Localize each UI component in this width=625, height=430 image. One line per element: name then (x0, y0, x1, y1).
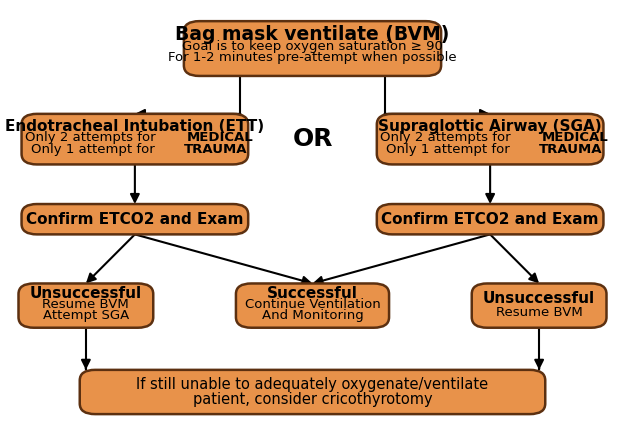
Text: Goal is to keep oxygen saturation ≥ 90: Goal is to keep oxygen saturation ≥ 90 (182, 40, 443, 53)
Text: Unsuccessful: Unsuccessful (483, 291, 595, 306)
Text: If still unable to adequately oxygenate/ventilate: If still unable to adequately oxygenate/… (136, 377, 489, 392)
Text: TRAUMA: TRAUMA (184, 143, 248, 156)
Text: Unsuccessful: Unsuccessful (30, 286, 142, 301)
Text: Supraglottic Airway (SGA): Supraglottic Airway (SGA) (378, 119, 602, 134)
FancyBboxPatch shape (236, 283, 389, 328)
Text: Attempt SGA: Attempt SGA (42, 309, 129, 322)
Text: TRAUMA: TRAUMA (539, 143, 602, 156)
Text: OR: OR (292, 127, 332, 151)
Text: Only 2 attempts for: Only 2 attempts for (25, 132, 160, 144)
FancyBboxPatch shape (21, 114, 248, 164)
Text: Continue Ventilation: Continue Ventilation (244, 298, 381, 311)
Text: MEDICAL: MEDICAL (187, 132, 254, 144)
Text: patient, consider cricothyrotomy: patient, consider cricothyrotomy (192, 392, 432, 407)
Text: Endotracheal Intubation (ETT): Endotracheal Intubation (ETT) (5, 119, 264, 134)
Text: Confirm ETCO2 and Exam: Confirm ETCO2 and Exam (26, 212, 244, 227)
FancyBboxPatch shape (80, 370, 545, 414)
FancyBboxPatch shape (377, 204, 604, 234)
Text: Resume BVM: Resume BVM (42, 298, 129, 311)
Text: Resume BVM: Resume BVM (496, 306, 582, 319)
FancyBboxPatch shape (21, 204, 248, 234)
FancyBboxPatch shape (377, 114, 604, 164)
Text: Bag mask ventilate (BVM): Bag mask ventilate (BVM) (175, 25, 450, 44)
Text: Only 2 attempts for: Only 2 attempts for (381, 132, 516, 144)
Text: Only 1 attempt for: Only 1 attempt for (31, 143, 159, 156)
Text: MEDICAL: MEDICAL (542, 132, 609, 144)
Text: Confirm ETCO2 and Exam: Confirm ETCO2 and Exam (381, 212, 599, 227)
Text: Only 1 attempt for: Only 1 attempt for (386, 143, 514, 156)
FancyBboxPatch shape (472, 283, 606, 328)
FancyBboxPatch shape (184, 21, 441, 76)
Text: And Monitoring: And Monitoring (262, 309, 363, 322)
Text: Successful: Successful (267, 286, 358, 301)
Text: For 1-2 minutes pre-attempt when possible: For 1-2 minutes pre-attempt when possibl… (168, 51, 457, 64)
FancyBboxPatch shape (19, 283, 153, 328)
